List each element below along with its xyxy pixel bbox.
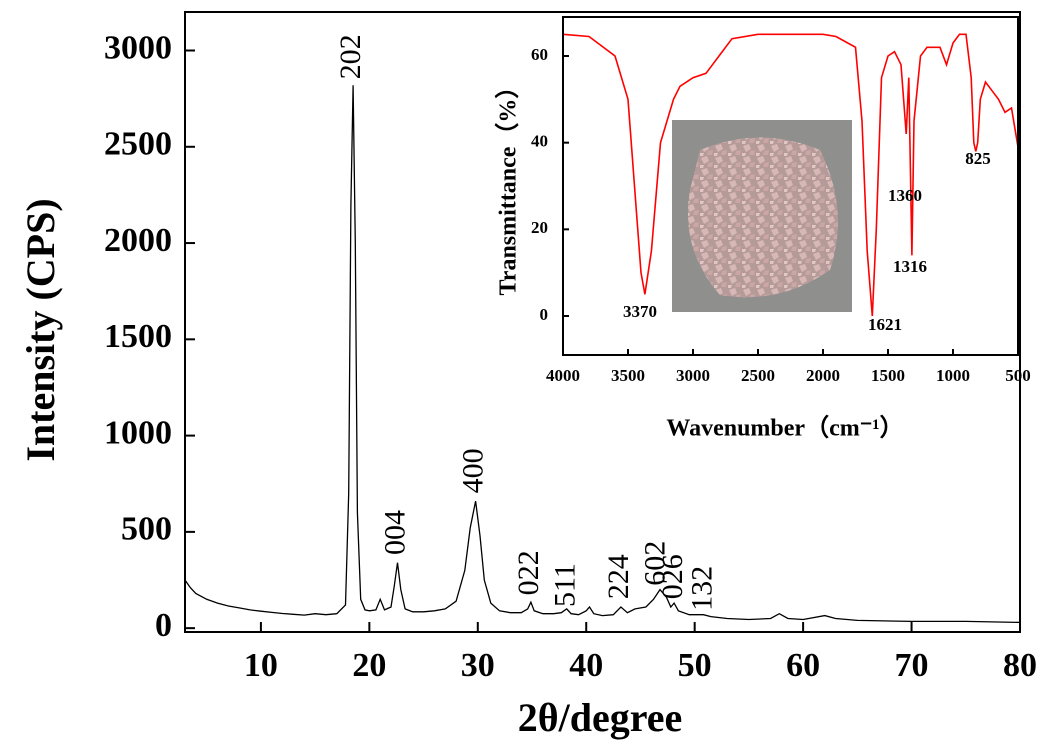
- x-tick-label: 20: [352, 647, 386, 684]
- peak-label: 132: [685, 566, 718, 611]
- peak-label: 602: [639, 541, 672, 586]
- y-tick-label: 3000: [104, 29, 172, 66]
- peak-label: 3370: [623, 302, 657, 321]
- plot-frame: [562, 16, 1019, 356]
- x-tick-label: 1000: [936, 366, 970, 385]
- photo-granules: [688, 137, 838, 298]
- peak-label: 004: [378, 510, 411, 555]
- peak-label: 1360: [888, 186, 922, 205]
- y-tick-label: 60: [531, 45, 548, 64]
- y-tick-label: 2500: [104, 126, 172, 163]
- x-tick-label: 1500: [871, 366, 905, 385]
- y-tick-label: 1000: [104, 414, 172, 451]
- y-tick-label: 0: [540, 305, 549, 324]
- y-tick-label: 1500: [104, 318, 172, 355]
- x-tick-label: 2500: [741, 366, 775, 385]
- x-tick-label: 50: [678, 647, 712, 684]
- x-tick-label: 2000: [806, 366, 840, 385]
- x-tick-label: 4000: [546, 366, 580, 385]
- y-axis-title: Intensity (CPS): [18, 198, 63, 461]
- x-tick-label: 500: [1005, 366, 1031, 385]
- x-tick-label: 30: [461, 647, 495, 684]
- y-tick-label: 2000: [104, 222, 172, 259]
- x-tick-label: 3000: [676, 366, 710, 385]
- peak-label: 511: [549, 563, 582, 607]
- plot-frame: [184, 11, 1021, 633]
- x-tick-label: 3500: [611, 366, 645, 385]
- y-tick-label: 40: [531, 132, 548, 151]
- x-axis-title: 2θ/degree: [518, 695, 683, 740]
- x-tick-label: 70: [895, 647, 929, 684]
- data-line: [562, 33, 1019, 317]
- peak-label: 202: [334, 34, 367, 79]
- y-axis-title: Transmittance（%）: [495, 75, 522, 296]
- y-tick-label: 500: [121, 511, 172, 548]
- x-axis-title: Wavenumber（cm⁻¹）: [666, 415, 903, 442]
- peak-label: 1316: [893, 257, 927, 276]
- data-line: [184, 85, 1021, 624]
- x-tick-label: 40: [569, 647, 603, 684]
- peak-label: 224: [602, 554, 635, 599]
- x-tick-label: 80: [1003, 647, 1037, 684]
- y-tick-label: 20: [531, 218, 548, 237]
- peak-label: 026: [656, 554, 689, 599]
- x-tick-label: 10: [244, 647, 278, 684]
- peak-label: 1621: [868, 315, 902, 334]
- x-tick-label: 60: [786, 647, 820, 684]
- peak-label: 825: [965, 149, 991, 168]
- y-tick-label: 0: [155, 607, 172, 644]
- peak-label: 400: [457, 448, 490, 493]
- peak-label: 022: [512, 550, 545, 595]
